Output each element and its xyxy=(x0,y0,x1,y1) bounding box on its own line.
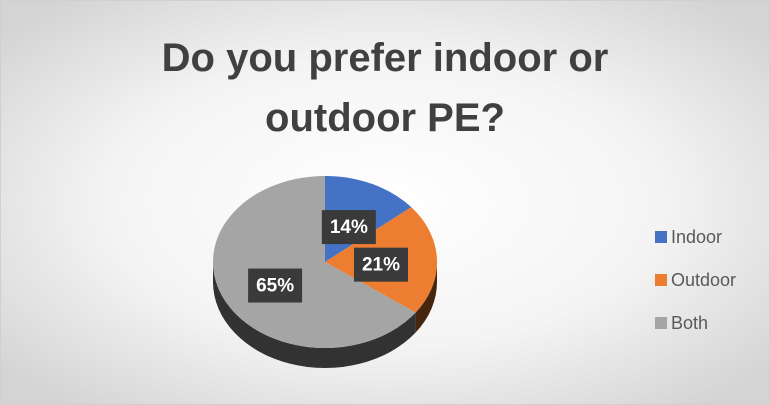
legend-label: Outdoor xyxy=(671,270,736,290)
data-label: 65% xyxy=(256,276,294,297)
data-label-box xyxy=(353,247,408,282)
slice-side xyxy=(415,262,437,333)
slice xyxy=(213,176,416,348)
chart-title: Do you prefer indoor or outdoor PE? xyxy=(161,36,609,140)
slice-side xyxy=(213,262,416,368)
data-label: 14% xyxy=(330,217,368,238)
legend-swatch xyxy=(655,274,667,286)
legend-label: Both xyxy=(671,313,708,333)
legend-label: Indoor xyxy=(671,227,722,247)
legend-swatch xyxy=(655,231,667,243)
data-label-box xyxy=(248,268,303,303)
legend-swatch xyxy=(655,317,667,329)
data-label-box xyxy=(321,210,376,245)
data-label: 21% xyxy=(362,255,400,276)
